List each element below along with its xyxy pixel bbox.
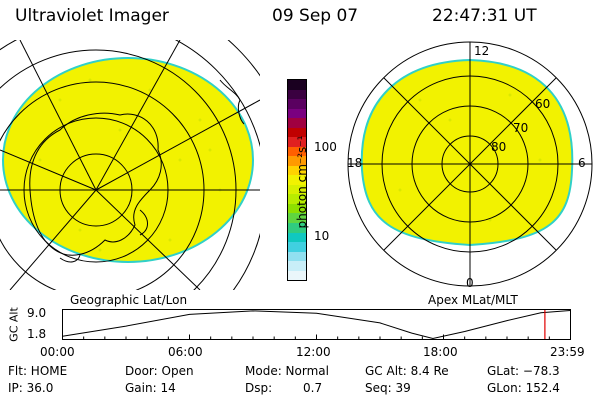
colorbar-swatch bbox=[288, 184, 306, 195]
mlat-label-70: 70 bbox=[513, 121, 529, 135]
mlat-label-80: 80 bbox=[491, 140, 507, 154]
xtick-1200: 12:00 bbox=[296, 345, 331, 359]
colorbar-swatch bbox=[288, 203, 306, 214]
colorbar-swatch bbox=[288, 156, 306, 166]
colorbar-swatch bbox=[288, 127, 306, 138]
colorbar-swatch bbox=[288, 194, 306, 204]
right-uv-image bbox=[360, 58, 574, 247]
mlt-label-6: 6 bbox=[578, 156, 586, 170]
mlt-label-0: 0 bbox=[466, 276, 474, 290]
altitude-ylabel: GC Alt bbox=[7, 307, 21, 342]
status-gain: Gain: 14 bbox=[125, 381, 176, 395]
status-glon: GLon: 152.4 bbox=[487, 381, 560, 395]
colorbar-swatch bbox=[288, 232, 306, 243]
colorbar-swatch bbox=[288, 222, 306, 233]
colorbar-swatch bbox=[288, 108, 306, 119]
altitude-ytick-bottom: 1.8 bbox=[27, 327, 47, 341]
colorbar-swatch bbox=[288, 261, 306, 271]
status-door: Door: Open bbox=[125, 364, 194, 378]
colorbar-swatch bbox=[288, 213, 306, 223]
instrument-title: Ultraviolet Imager bbox=[15, 6, 169, 26]
colorbar-swatch bbox=[288, 137, 306, 147]
colorbar-unit-label: photon cm⁻²s⁻¹ bbox=[295, 135, 309, 229]
altitude-ytick-top: 9.0 bbox=[27, 306, 47, 320]
colorbar-swatch bbox=[288, 146, 306, 157]
colorbar-swatch bbox=[288, 118, 306, 128]
altitude-plot bbox=[62, 309, 571, 340]
status-ip: IP: 36.0 bbox=[8, 381, 54, 395]
geographic-map bbox=[0, 40, 260, 290]
colorbar-swatch bbox=[288, 251, 306, 262]
magnetic-map bbox=[347, 41, 593, 287]
status-gc-alt: GC Alt: 8.4 Re bbox=[365, 364, 449, 378]
status-glat: GLat: −78.3 bbox=[487, 364, 560, 378]
xtick-0600: 06:00 bbox=[168, 345, 203, 359]
colorbar-tick-100: 100 bbox=[314, 140, 337, 154]
status-dsp-value: 0.7 bbox=[303, 381, 323, 395]
mlt-label-12: 12 bbox=[474, 44, 490, 58]
colorbar bbox=[287, 79, 307, 281]
magnetic-caption: Apex MLat/MLT bbox=[428, 293, 518, 307]
header-time: 22:47:31 UT bbox=[432, 6, 537, 26]
status-seq: Seq: 39 bbox=[365, 381, 411, 395]
colorbar-swatch bbox=[288, 242, 306, 252]
mlat-label-60: 60 bbox=[535, 97, 551, 111]
colorbar-swatch bbox=[288, 99, 306, 109]
status-mode: Mode: Normal bbox=[245, 364, 329, 378]
geographic-caption: Geographic Lat/Lon bbox=[70, 293, 188, 307]
header-date: 09 Sep 07 bbox=[272, 6, 359, 26]
orbit-altitude-track bbox=[62, 310, 571, 340]
colorbar-swatch bbox=[288, 89, 306, 100]
left-uv-image bbox=[2, 57, 254, 263]
xtick-1800: 18:00 bbox=[423, 345, 458, 359]
coastline bbox=[29, 112, 162, 256]
status-flt: Flt: HOME bbox=[8, 364, 68, 378]
mlt-label-18: 18 bbox=[347, 156, 363, 170]
status-dsp-label: Dsp: bbox=[245, 381, 273, 395]
xtick-0000: 00:00 bbox=[40, 345, 75, 359]
colorbar-swatch bbox=[288, 80, 306, 90]
colorbar-swatch bbox=[288, 165, 306, 176]
xtick-2359: 23:59 bbox=[550, 345, 585, 359]
colorbar-tick-10: 10 bbox=[314, 229, 330, 243]
colorbar-swatch bbox=[288, 175, 306, 185]
colorbar-swatch bbox=[288, 270, 306, 281]
